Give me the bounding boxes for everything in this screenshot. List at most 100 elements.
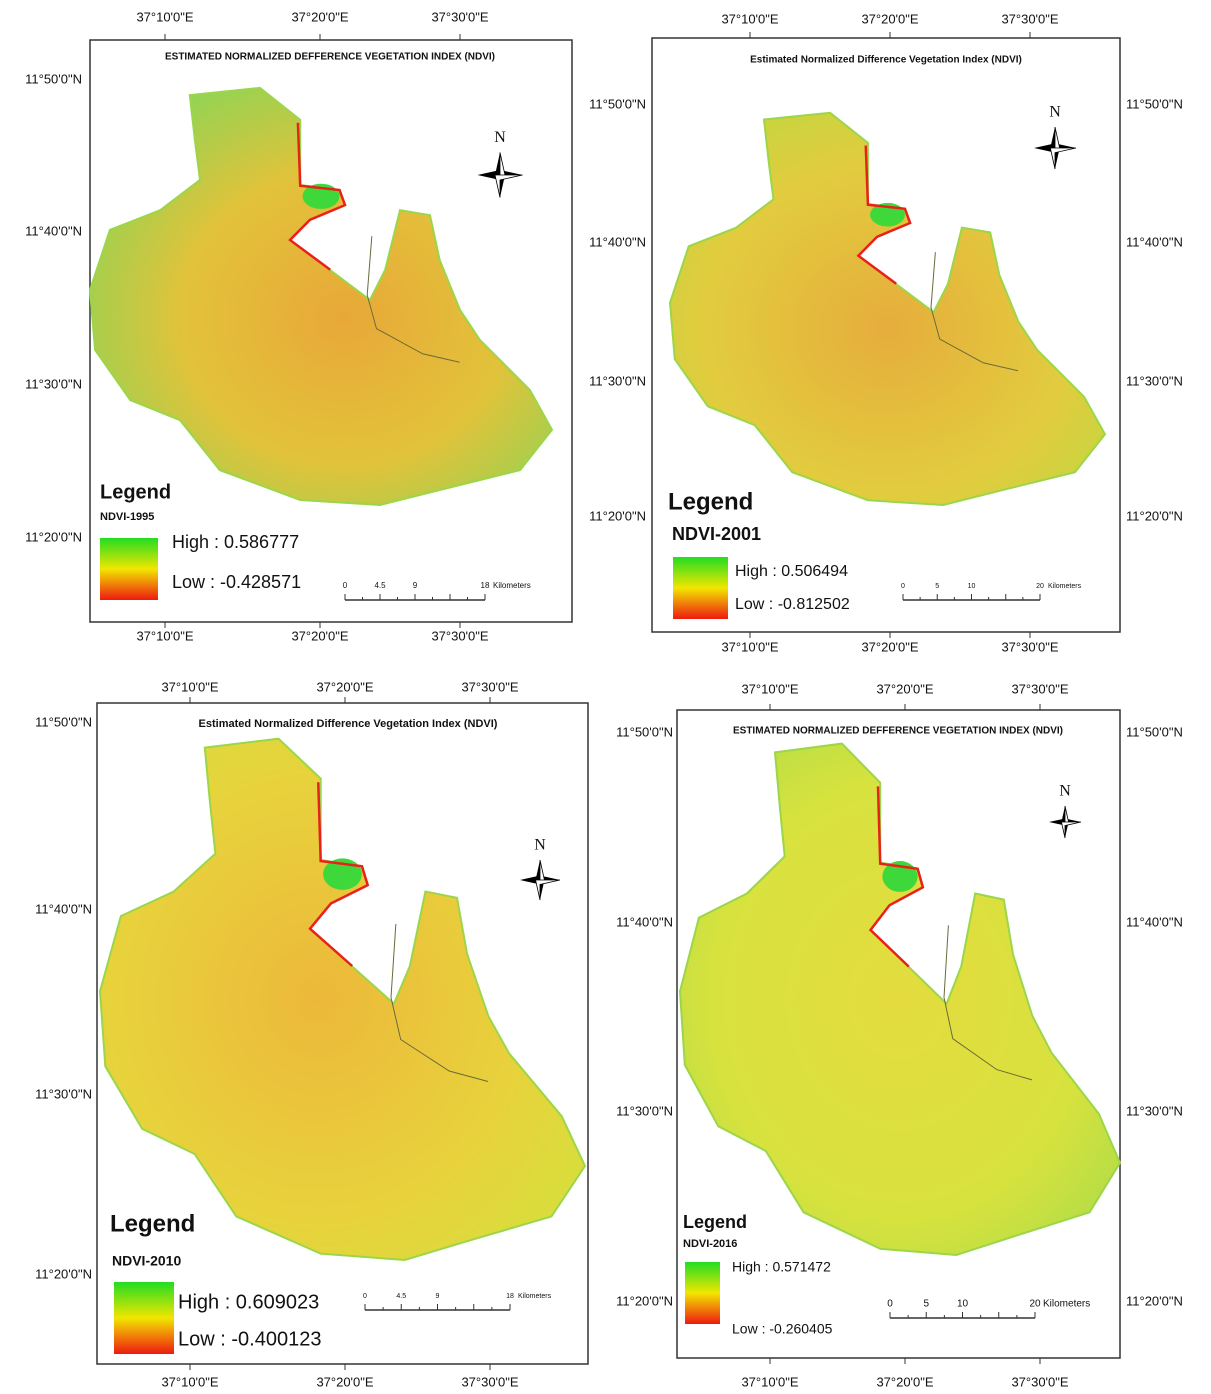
x-label-bottom: 37°20'0"E xyxy=(316,1374,373,1389)
y-label-left: 11°40'0"N xyxy=(616,914,673,929)
legend-swatch xyxy=(685,1262,720,1324)
y-label-right: 11°30'0"N xyxy=(1126,1103,1183,1118)
scale-label: 18 xyxy=(481,581,490,590)
y-label-left: 11°30'0"N xyxy=(25,376,82,391)
x-label-top: 37°10'0"E xyxy=(721,11,778,26)
scale-label: 5 xyxy=(923,1299,929,1310)
scale-label: 9 xyxy=(413,581,418,590)
y-label-right: 11°20'0"N xyxy=(1126,1293,1183,1308)
map-title: Estimated Normalized Difference Vegetati… xyxy=(199,718,498,730)
north-arrow-light xyxy=(1060,805,1082,839)
scale-label: 0 xyxy=(343,581,348,590)
y-label-right: 11°30'0"N xyxy=(1126,373,1183,388)
north-label: N xyxy=(494,129,506,146)
river xyxy=(943,925,1033,1081)
scale-label: 9 xyxy=(436,1293,440,1300)
y-label-left: 11°50'0"N xyxy=(589,96,646,111)
y-label-right: 11°20'0"N xyxy=(1126,508,1183,523)
x-label-bottom: 37°10'0"E xyxy=(721,639,778,654)
x-label-top: 37°30'0"E xyxy=(431,9,488,24)
north-label: N xyxy=(534,837,546,854)
y-label-left: 11°40'0"N xyxy=(25,223,82,238)
lake-shore xyxy=(308,782,370,967)
y-label-left: 11°20'0"N xyxy=(35,1266,92,1281)
scale-label: 5 xyxy=(935,583,939,590)
legend-high: High : 0.609023 xyxy=(178,1291,319,1313)
lake-shore xyxy=(856,145,912,285)
legend-layer: NDVI-2016 xyxy=(683,1238,737,1250)
lake-shore xyxy=(288,122,347,271)
x-label-bottom: 37°20'0"E xyxy=(861,639,918,654)
legend-swatch xyxy=(114,1282,174,1354)
scale-label: 10 xyxy=(957,1299,969,1310)
x-label-top: 37°30'0"E xyxy=(1001,11,1058,26)
legend-title: Legend xyxy=(100,481,171,503)
y-label-left: 11°30'0"N xyxy=(35,1086,92,1101)
scale-label: 4.5 xyxy=(374,581,386,590)
map-panel: ESTIMATED NORMALIZED DEFFERENCE VEGETATI… xyxy=(25,9,573,643)
y-label-right: 11°40'0"N xyxy=(1126,234,1183,249)
north-label: N xyxy=(1049,104,1061,121)
y-label-left: 11°50'0"N xyxy=(25,71,82,86)
x-label-bottom: 37°10'0"E xyxy=(741,1374,798,1389)
legend-layer: NDVI-2010 xyxy=(112,1253,181,1269)
y-label-left: 11°50'0"N xyxy=(616,724,673,739)
scale-label: 18 xyxy=(506,1293,514,1300)
y-label-left: 11°50'0"N xyxy=(35,714,92,729)
map-title: Estimated Normalized Difference Vegetati… xyxy=(750,55,1022,66)
y-label-left: 11°20'0"N xyxy=(589,508,646,523)
river xyxy=(930,252,1019,372)
lake-shore xyxy=(868,786,925,968)
x-label-bottom: 37°20'0"E xyxy=(876,1374,933,1389)
scale-label: 0 xyxy=(901,583,905,590)
y-label-left: 11°20'0"N xyxy=(25,529,82,544)
scale-unit: Kilometers xyxy=(493,581,531,590)
scale-label: 0 xyxy=(363,1293,367,1300)
river xyxy=(366,236,460,363)
y-label-right: 11°40'0"N xyxy=(1126,914,1183,929)
legend-layer: NDVI-2001 xyxy=(672,524,761,544)
x-label-bottom: 37°30'0"E xyxy=(1001,639,1058,654)
y-label-left: 11°20'0"N xyxy=(616,1293,673,1308)
north-arrow-light xyxy=(1049,126,1077,170)
map-title: ESTIMATED NORMALIZED DEFFERENCE VEGETATI… xyxy=(733,726,1063,737)
legend-high: High : 0.506494 xyxy=(735,563,848,580)
x-label-bottom: 37°30'0"E xyxy=(461,1374,518,1389)
y-label-left: 11°30'0"N xyxy=(616,1103,673,1118)
x-label-bottom: 37°30'0"E xyxy=(431,628,488,643)
legend-swatch xyxy=(673,557,728,619)
scale-unit: Kilometers xyxy=(1043,1299,1090,1310)
x-label-bottom: 37°30'0"E xyxy=(1011,1374,1068,1389)
scale-label: 0 xyxy=(887,1299,893,1310)
legend-layer: NDVI-1995 xyxy=(100,511,154,523)
y-label-right: 11°50'0"N xyxy=(1126,724,1183,739)
legend-low: Low : -0.400123 xyxy=(178,1328,321,1350)
north-arrow-light xyxy=(494,152,523,198)
x-label-top: 37°30'0"E xyxy=(1011,681,1068,696)
x-label-bottom: 37°10'0"E xyxy=(136,628,193,643)
y-label-left: 11°30'0"N xyxy=(589,373,646,388)
legend-low: Low : -0.428571 xyxy=(172,572,301,592)
x-label-bottom: 37°10'0"E xyxy=(161,1374,218,1389)
legend-high: High : 0.586777 xyxy=(172,532,299,552)
river xyxy=(390,923,489,1082)
scale-unit: Kilometers xyxy=(1048,583,1082,590)
legend-swatch xyxy=(100,538,158,600)
x-label-top: 37°30'0"E xyxy=(461,679,518,694)
legend-high: High : 0.571472 xyxy=(732,1259,831,1275)
x-label-top: 37°10'0"E xyxy=(741,681,798,696)
x-label-bottom: 37°20'0"E xyxy=(291,628,348,643)
map-title: ESTIMATED NORMALIZED DEFFERENCE VEGETATI… xyxy=(165,52,495,63)
map-panel: ESTIMATED NORMALIZED DEFFERENCE VEGETATI… xyxy=(616,681,1183,1389)
x-label-top: 37°10'0"E xyxy=(136,9,193,24)
legend-low: Low : -0.812502 xyxy=(735,596,850,613)
x-label-top: 37°10'0"E xyxy=(161,679,218,694)
y-label-left: 11°40'0"N xyxy=(589,234,646,249)
x-label-top: 37°20'0"E xyxy=(291,9,348,24)
y-label-left: 11°40'0"N xyxy=(35,901,92,916)
x-label-top: 37°20'0"E xyxy=(861,11,918,26)
scale-label: 20 xyxy=(1029,1299,1041,1310)
legend-low: Low : -0.260405 xyxy=(732,1321,833,1337)
legend-title: Legend xyxy=(110,1210,195,1237)
